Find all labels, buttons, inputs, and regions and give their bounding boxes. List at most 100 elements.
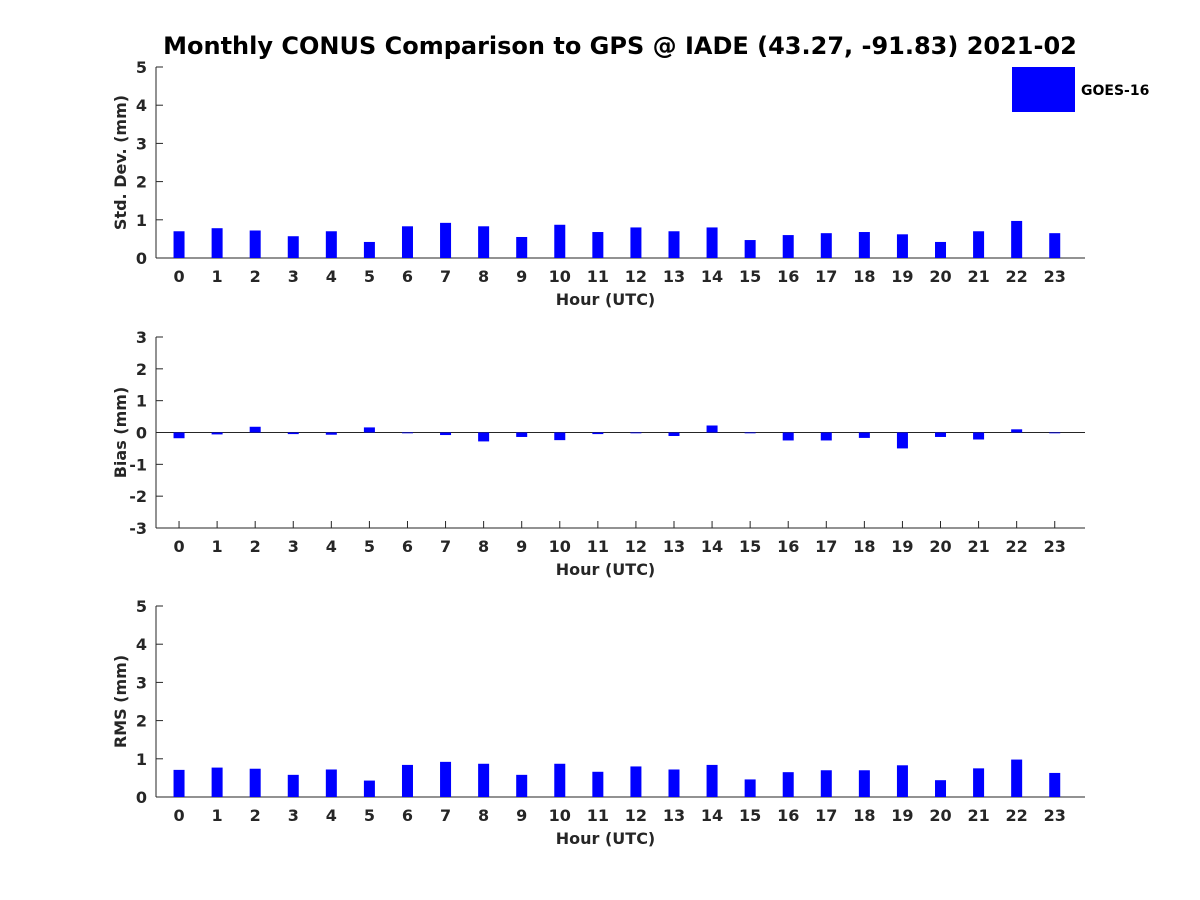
y-tick-label: 3 — [136, 673, 147, 692]
bar-hour-8 — [478, 763, 490, 797]
x-tick-label: 16 — [777, 537, 799, 556]
bar-hour-15 — [744, 432, 756, 434]
x-tick-label: 13 — [663, 267, 685, 286]
x-tick-label: 12 — [625, 806, 647, 825]
x-tick-label: 23 — [1044, 537, 1066, 556]
bar-hour-1 — [211, 767, 223, 797]
bar-hour-2 — [249, 426, 261, 433]
bar-hour-2 — [249, 230, 261, 258]
bar-hour-18 — [858, 232, 870, 258]
x-tick-label: 11 — [587, 267, 609, 286]
x-axis-label: Hour (UTC) — [556, 560, 656, 579]
bar-hour-11 — [592, 432, 604, 435]
x-tick-label: 5 — [364, 806, 375, 825]
bar-hour-0 — [173, 432, 185, 439]
x-tick-label: 19 — [891, 806, 913, 825]
bar-hour-21 — [973, 432, 985, 440]
x-tick-label: 0 — [173, 537, 184, 556]
x-tick-label: 10 — [549, 267, 571, 286]
y-tick-label: 5 — [136, 58, 147, 77]
x-tick-label: 23 — [1044, 806, 1066, 825]
x-tick-label: 11 — [587, 537, 609, 556]
x-tick-label: 9 — [516, 806, 527, 825]
x-tick-label: 22 — [1006, 537, 1028, 556]
x-tick-label: 19 — [891, 537, 913, 556]
x-tick-label: 18 — [853, 267, 875, 286]
bar-hour-10 — [554, 432, 566, 441]
x-tick-label: 7 — [440, 806, 451, 825]
x-tick-label: 13 — [663, 537, 685, 556]
x-tick-label: 3 — [288, 537, 299, 556]
bar-hour-11 — [592, 232, 604, 258]
x-tick-label: 14 — [701, 806, 723, 825]
bar-hour-4 — [325, 769, 337, 797]
bar-hour-18 — [858, 432, 870, 438]
x-tick-label: 5 — [364, 267, 375, 286]
y-tick-label: 4 — [136, 635, 147, 654]
x-tick-label: 9 — [516, 267, 527, 286]
bar-hour-0 — [173, 769, 185, 797]
bar-hour-7 — [440, 761, 452, 797]
bar-hour-8 — [478, 226, 490, 258]
x-tick-label: 1 — [212, 806, 223, 825]
bar-hour-1 — [211, 228, 223, 258]
bar-hour-23 — [1049, 432, 1061, 434]
bar-hour-15 — [744, 779, 756, 797]
y-tick-label: 3 — [136, 328, 147, 347]
legend-label: GOES-16 — [1081, 83, 1149, 99]
x-tick-label: 6 — [402, 537, 413, 556]
legend: GOES-16 — [1012, 67, 1149, 112]
bar-hour-13 — [668, 769, 680, 797]
x-tick-label: 21 — [967, 537, 989, 556]
x-tick-label: 19 — [891, 267, 913, 286]
bar-hour-9 — [516, 236, 528, 258]
x-tick-label: 9 — [516, 537, 527, 556]
x-tick-label: 22 — [1006, 267, 1028, 286]
bar-hour-17 — [820, 770, 832, 797]
bar-hour-4 — [325, 432, 337, 435]
x-tick-label: 20 — [929, 267, 951, 286]
bar-hour-22 — [1011, 220, 1023, 258]
bar-hour-20 — [935, 432, 947, 437]
bar-hour-14 — [706, 764, 718, 797]
bar-hour-14 — [706, 425, 718, 433]
x-tick-label: 2 — [250, 537, 261, 556]
bar-hour-23 — [1049, 772, 1061, 797]
x-tick-label: 2 — [250, 806, 261, 825]
figure-title: Monthly CONUS Comparison to GPS @ IADE (… — [163, 32, 1077, 60]
bar-hour-12 — [630, 227, 642, 258]
legend-swatch — [1012, 67, 1075, 112]
bar-hour-12 — [630, 432, 642, 434]
x-tick-label: 15 — [739, 537, 761, 556]
bar-hour-5 — [363, 427, 375, 433]
x-axis-label: Hour (UTC) — [556, 290, 656, 309]
bar-hour-16 — [782, 432, 794, 441]
bar-hour-6 — [401, 764, 413, 797]
bar-hour-20 — [935, 780, 947, 797]
bar-hour-13 — [668, 231, 680, 258]
x-tick-label: 8 — [478, 267, 489, 286]
x-tick-label: 0 — [173, 267, 184, 286]
bar-hour-2 — [249, 768, 261, 797]
bar-hour-23 — [1049, 233, 1061, 258]
y-tick-label: 2 — [136, 360, 147, 379]
x-tick-label: 18 — [853, 806, 875, 825]
x-tick-label: 17 — [815, 806, 837, 825]
x-tick-label: 6 — [402, 267, 413, 286]
x-tick-label: 14 — [701, 537, 723, 556]
bar-hour-3 — [287, 774, 299, 797]
x-tick-label: 15 — [739, 806, 761, 825]
y-tick-label: 1 — [136, 211, 147, 230]
x-tick-label: 4 — [326, 537, 337, 556]
x-tick-label: 10 — [549, 806, 571, 825]
x-axis-label: Hour (UTC) — [556, 829, 656, 848]
bar-hour-12 — [630, 766, 642, 797]
x-tick-label: 7 — [440, 537, 451, 556]
bar-hour-8 — [478, 432, 490, 442]
bar-hour-14 — [706, 227, 718, 258]
bar-hour-16 — [782, 235, 794, 258]
bar-hour-9 — [516, 432, 528, 437]
